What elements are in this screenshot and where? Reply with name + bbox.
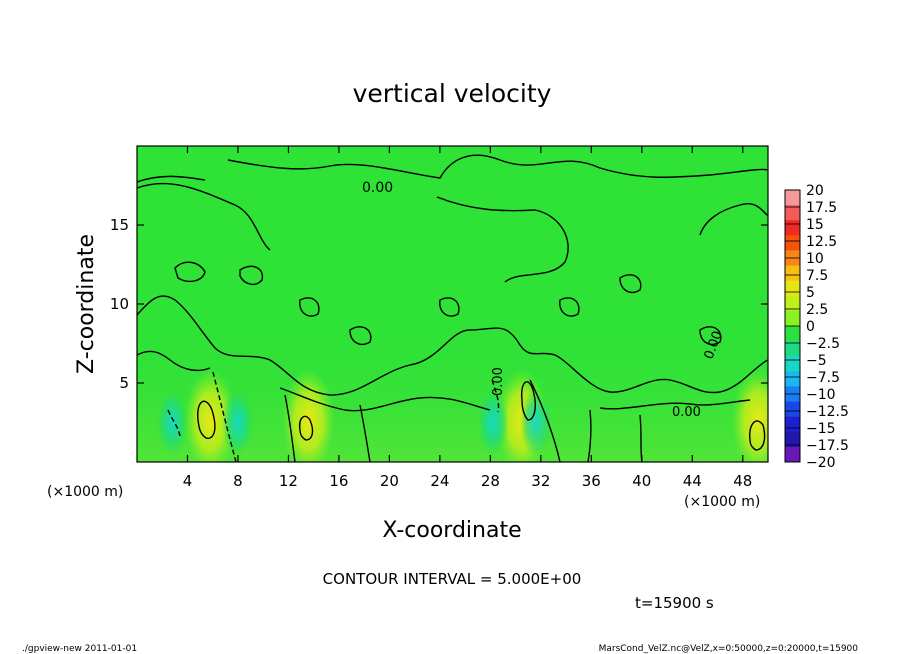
x-tick-label-44: 44 [683, 472, 702, 490]
x-tick-label-24: 24 [430, 472, 449, 490]
contour-label-1: 0.00 [362, 180, 393, 196]
colorbar-label-5: 7.5 [806, 268, 828, 284]
colorbar-swatch-17 [785, 446, 800, 463]
x-axis-label: X-coordinate [382, 518, 521, 543]
colorbar-swatch-1 [785, 205, 800, 221]
x-tick-label-4: 4 [183, 472, 193, 490]
colorbar-swatch-0 [785, 190, 800, 206]
colorbar-label-1: 17.5 [806, 200, 837, 216]
time-text: t=15900 s [635, 594, 714, 612]
colorbar-swatch-11 [785, 356, 800, 372]
colorbar-label-16: −20 [806, 455, 836, 471]
x-tick-label-12: 12 [279, 472, 298, 490]
velocity-field [137, 146, 768, 462]
downdraft-core-0 [156, 388, 189, 457]
x-tick-label-16: 16 [329, 472, 348, 490]
x-tick-label-28: 28 [481, 472, 500, 490]
colorbar-label-3: 12.5 [806, 234, 837, 250]
colorbar-swatch-8 [785, 310, 800, 327]
contour-label-3: 0.00 [672, 405, 701, 420]
x-axis: 4 8 12 16 20 24 28 32 36 40 44 48 [183, 146, 752, 490]
footer-right: MarsCond_VelZ.nc@VelZ,x=0:50000,z=0:2000… [599, 644, 859, 654]
downdraft-core-3 [519, 388, 552, 457]
colorbar-label-4: 10 [806, 251, 824, 267]
colorbar-swatch-14 [785, 401, 800, 417]
colorbar-swatch-16 [785, 431, 800, 448]
colorbar-swatch-3 [785, 235, 800, 251]
z-tick-label-5: 5 [119, 374, 129, 392]
colorbar-label-2: 15 [806, 217, 824, 233]
x-tick-label-40: 40 [632, 472, 651, 490]
colorbar-label-15: −17.5 [806, 438, 849, 454]
colorbar-swatch-5 [785, 265, 800, 281]
chart-title: vertical velocity [353, 79, 552, 108]
downdraft-core-1 [221, 388, 254, 457]
x-tick-label-36: 36 [582, 472, 601, 490]
colorbar-label-0: 20 [806, 183, 824, 199]
z-axis: 5 10 15 [110, 216, 768, 392]
colorbar-swatch-12 [785, 371, 800, 387]
colorbar: 2017.51512.5107.552.50−2.5−5−7.5−10−12.5… [784, 183, 849, 471]
z-unit-label: (×1000 m) [47, 484, 123, 500]
colorbar-label-6: 5 [806, 285, 815, 301]
colorbar-swatch-2 [785, 220, 800, 236]
colorbar-label-8: 0 [806, 319, 815, 335]
colorbar-label-12: −10 [806, 387, 836, 403]
x-tick-label-32: 32 [531, 472, 550, 490]
colorbar-label-13: −12.5 [806, 404, 849, 420]
colorbar-swatch-9 [785, 326, 800, 342]
contour-interval-text: CONTOUR INTERVAL = 5.000E+00 [323, 570, 582, 588]
z-axis-label: Z-coordinate [74, 234, 99, 374]
colorbar-swatch-7 [785, 295, 800, 312]
colorbar-label-10: −5 [806, 353, 827, 369]
z-tick-label-15: 15 [110, 216, 129, 234]
updraft-core-1 [282, 368, 335, 462]
colorbar-swatch-15 [785, 416, 800, 433]
colorbar-swatch-10 [785, 341, 800, 357]
colorbar-label-14: −15 [806, 421, 836, 437]
updraft-core-3 [731, 368, 768, 462]
z-tick-label-10: 10 [110, 295, 129, 313]
x-tick-label-48: 48 [733, 472, 752, 490]
footer-left: ./gpview-new 2011-01-01 [22, 644, 137, 654]
downdraft-core-2 [476, 388, 509, 457]
x-tick-label-20: 20 [380, 472, 399, 490]
contour-label-2: 0.00 [491, 367, 506, 396]
colorbar-label-9: −2.5 [806, 336, 840, 352]
colorbar-swatch-6 [785, 280, 800, 297]
x-unit-label: (×1000 m) [684, 494, 760, 510]
colorbar-label-11: −7.5 [806, 370, 840, 386]
x-tick-label-8: 8 [233, 472, 243, 490]
colorbar-label-7: 2.5 [806, 302, 828, 318]
updraft-core-0 [184, 368, 237, 462]
